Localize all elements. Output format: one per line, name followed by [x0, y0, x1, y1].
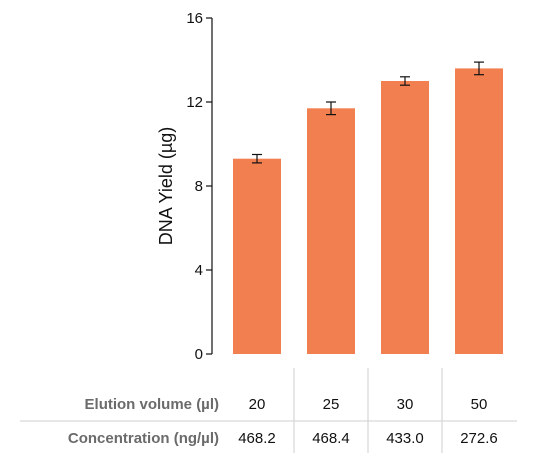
table-cell: 25: [323, 396, 340, 413]
table-cell: 272.6: [460, 430, 498, 447]
y-tick-label: 4: [195, 262, 203, 279]
y-axis-label: DNA Yield (µg): [156, 127, 176, 245]
error-bar-20: [252, 153, 262, 164]
error-bar-50: [474, 61, 484, 76]
bar-20: [233, 158, 281, 354]
y-tick-label: 8: [195, 178, 203, 195]
bar-25: [307, 108, 355, 354]
table-cell: 50: [471, 396, 488, 413]
table-cell: 20: [249, 396, 266, 413]
y-tick-label: 0: [195, 346, 203, 363]
data-table: Elution volume (µl) 20 25 30 50 Concentration…: [20, 368, 517, 453]
table-cell: 468.2: [238, 430, 276, 447]
y-axis: 0 4 8 12 16: [186, 10, 213, 363]
y-tick-label: 16: [186, 10, 203, 27]
table-cell: 433.0: [386, 430, 424, 447]
bar-50: [455, 68, 503, 355]
table-cell: 30: [397, 396, 414, 413]
y-tick-label: 12: [186, 94, 203, 111]
error-bars: [252, 61, 484, 164]
error-bar-25: [326, 101, 336, 116]
bars: [233, 68, 503, 355]
table-cell: 468.4: [312, 430, 350, 447]
error-bar-30: [400, 76, 410, 86]
table-row-label: Elution volume (µl): [85, 396, 219, 413]
table-row-label: Concentration (ng/µl): [68, 430, 219, 447]
bar-30: [381, 81, 429, 354]
